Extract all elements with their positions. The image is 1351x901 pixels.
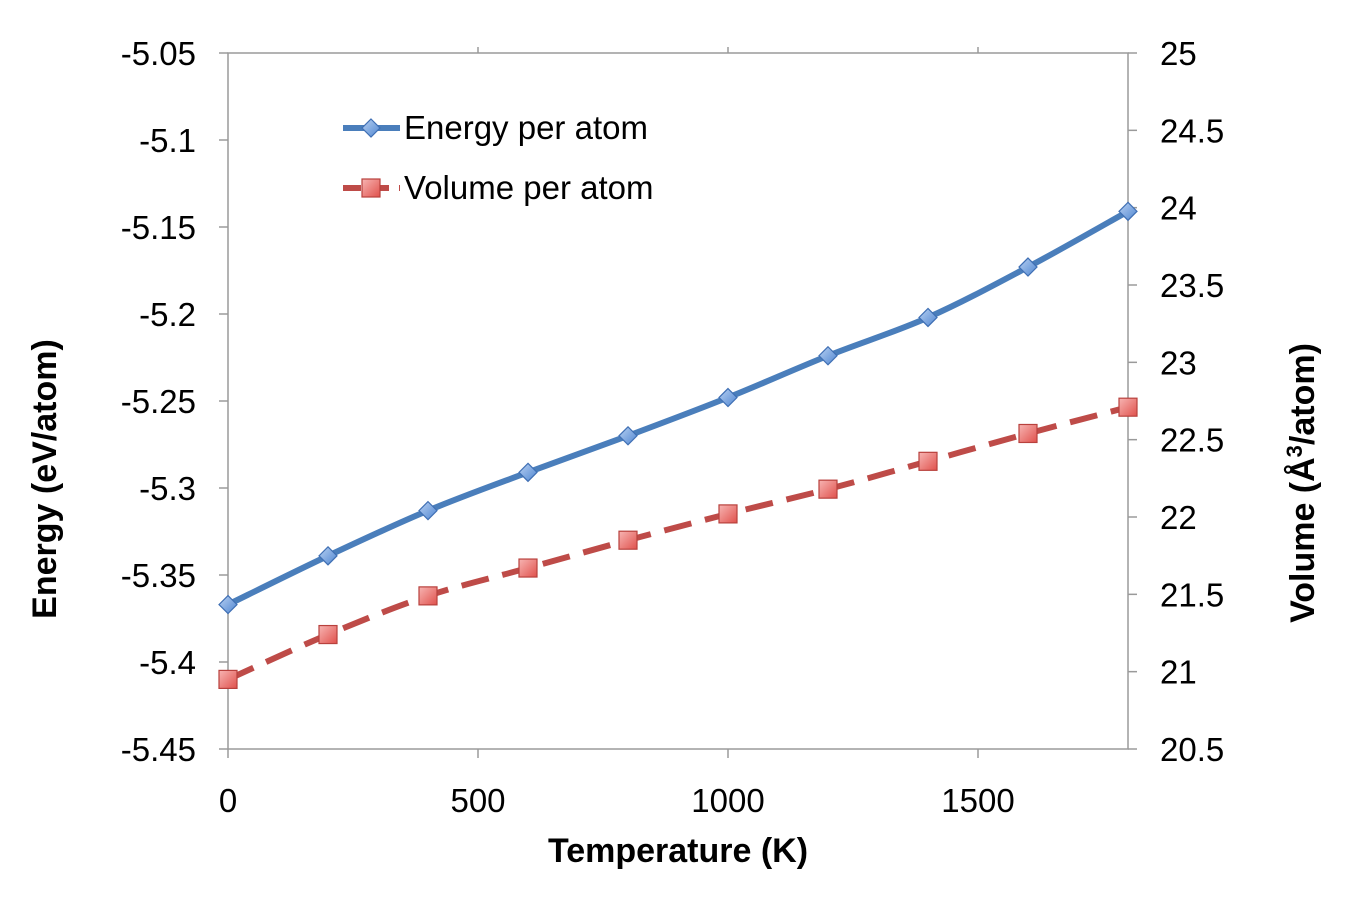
data-point <box>518 462 538 483</box>
y-right-tick-label: 24 <box>1160 190 1197 227</box>
data-point <box>518 558 538 578</box>
series-energy-per-atom <box>218 201 1138 615</box>
y-axis-right: 20.5 21 21.5 22 22.5 23 23.5 24 24.5 25 <box>1128 35 1224 768</box>
x-tick-label: 500 <box>450 782 505 819</box>
legend: Energy per atom Volume per atom <box>343 109 653 206</box>
y-right-tick-label: 22 <box>1160 499 1197 536</box>
y-left-tick-label: -5.3 <box>139 470 196 507</box>
y-axis-right-title-sup: 3 <box>1282 445 1307 457</box>
data-point <box>918 307 938 328</box>
x-tick-label: 1500 <box>941 782 1014 819</box>
y-left-tick-label: -5.05 <box>121 35 196 72</box>
plot-area <box>227 52 1129 750</box>
data-point <box>618 530 638 550</box>
data-point <box>1018 423 1038 444</box>
data-point <box>1118 397 1138 417</box>
y-right-tick-label: 21 <box>1160 654 1197 691</box>
y-right-tick-label: 23 <box>1160 344 1197 381</box>
x-axis: 0 500 1000 1500 <box>219 47 1015 819</box>
y-left-tick-label: -5.1 <box>139 122 196 159</box>
y-right-tick-label: 21.5 <box>1160 576 1224 613</box>
y-right-tick-label: 22.5 <box>1160 422 1224 459</box>
y-axis-left: -5.45 -5.4 -5.35 -5.3 -5.25 -5.2 -5.15 -5.1 -5.0… <box>121 35 228 768</box>
plot-frame <box>227 52 1129 750</box>
data-point <box>618 425 638 446</box>
y-axis-right-title-after: /atom) <box>1284 343 1322 445</box>
data-point <box>718 504 738 524</box>
data-point <box>818 345 838 366</box>
data-point <box>318 624 338 645</box>
y-right-tick-label: 25 <box>1160 35 1197 72</box>
y-axis-right-title-before: Volume (Å <box>1284 457 1322 623</box>
series-line <box>226 404 1129 683</box>
data-point <box>418 500 438 521</box>
y-right-tick-label: 20.5 <box>1160 731 1224 768</box>
data-point <box>718 387 738 408</box>
data-point <box>418 586 438 606</box>
series-layer <box>218 201 1138 690</box>
legend-item: Energy per atom <box>343 109 648 146</box>
legend-label: Volume per atom <box>404 169 653 206</box>
y-left-tick-label: -5.4 <box>139 644 196 681</box>
y-left-tick-label: -5.45 <box>121 731 196 768</box>
y-axis-right-title: Volume (Å3/atom) <box>1282 343 1322 623</box>
series-volume-per-atom <box>218 397 1138 690</box>
series-line <box>226 208 1130 608</box>
x-tick-label: 1000 <box>691 782 764 819</box>
y-left-tick-label: -5.25 <box>121 383 196 420</box>
legend-item: Volume per atom <box>343 169 653 206</box>
legend-marker <box>361 178 381 198</box>
data-point <box>1018 257 1038 277</box>
data-point <box>218 669 238 690</box>
data-point <box>318 546 338 566</box>
y-left-tick-label: -5.35 <box>121 557 196 594</box>
data-point <box>918 451 938 471</box>
data-point <box>1118 201 1138 222</box>
data-point <box>818 479 838 499</box>
y-left-tick-label: -5.2 <box>139 296 196 333</box>
x-tick-label: 0 <box>219 782 237 819</box>
y-axis-left-title: Energy (eV/atom) <box>26 339 64 619</box>
x-axis-title: Temperature (K) <box>548 832 808 870</box>
legend-marker <box>361 118 381 138</box>
y-left-tick-label: -5.15 <box>121 209 196 246</box>
legend-label: Energy per atom <box>404 109 648 146</box>
y-right-tick-label: 24.5 <box>1160 112 1224 149</box>
y-right-tick-label: 23.5 <box>1160 267 1224 304</box>
data-point <box>218 594 238 615</box>
